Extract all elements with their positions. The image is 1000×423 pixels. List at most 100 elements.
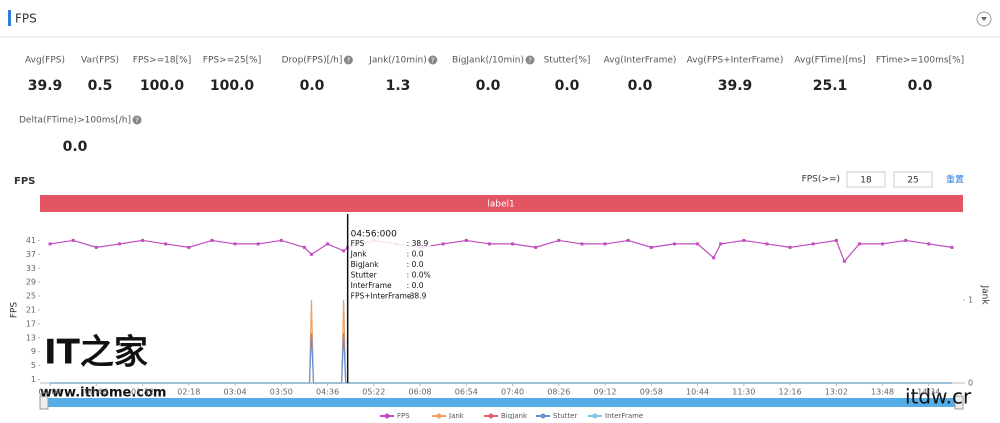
tooltip-value: : 38.9 — [407, 239, 429, 248]
y-tick-label: 21 — [26, 305, 36, 314]
metric-value: 100.0 — [140, 78, 185, 94]
fps-point — [834, 238, 838, 242]
scroll-handle[interactable] — [39, 395, 49, 410]
chart-title: FPS — [14, 176, 35, 187]
collapse-icon — [981, 17, 987, 21]
section-title: FPS — [15, 12, 37, 26]
fps-point — [302, 245, 306, 249]
legend-label: InterFrame — [605, 412, 643, 419]
fps-point — [904, 238, 908, 242]
tooltip-value: : 0.0 — [407, 260, 424, 269]
y-tick-label: 13 — [26, 333, 36, 342]
threshold-input[interactable] — [846, 171, 886, 188]
band-label: label1 — [487, 200, 515, 210]
fps-point — [48, 242, 52, 246]
help-glyph: ? — [431, 57, 435, 65]
x-tick-label: 12:16 — [779, 388, 802, 397]
watermark-tag: itdw.cr — [905, 385, 972, 409]
metric-value: 0.0 — [63, 139, 88, 155]
tooltip-key: Jank — [350, 250, 368, 259]
metric-label: FPS>=18[%] — [133, 56, 191, 66]
metric-value: 1.3 — [386, 78, 411, 94]
tooltip — [348, 226, 431, 302]
help-icon — [525, 55, 535, 65]
metric-value: 0.0 — [555, 78, 580, 94]
fps-point — [187, 245, 191, 249]
fps-point — [233, 242, 237, 246]
help-glyph: ? — [528, 57, 532, 65]
watermark-logo: IT之家 — [44, 333, 148, 373]
x-tick-label: 09:58 — [640, 388, 663, 397]
title-accent — [8, 10, 11, 26]
legend-marker — [540, 413, 546, 419]
help-icon — [343, 55, 353, 65]
fps-point — [950, 245, 954, 249]
metric-label: Var(FPS) — [81, 56, 119, 66]
x-tick-label: 03:04 — [224, 388, 247, 397]
metric-label: Avg(FPS) — [25, 56, 65, 66]
tooltip-key: InterFrame — [351, 281, 392, 290]
fps-point — [464, 238, 468, 242]
y-tick-label: 5 — [31, 361, 36, 370]
fps-point — [719, 242, 723, 246]
metric-label: FPS>=25[%] — [203, 56, 261, 66]
x-tick-label: 04:36 — [316, 388, 339, 397]
fps-point — [256, 242, 260, 246]
y-tick-label: 9 — [31, 347, 36, 356]
fps-point — [927, 242, 931, 246]
y-axis-label: FPS — [10, 302, 20, 319]
fps-point — [326, 242, 330, 246]
y2-axis-label: Jank — [980, 284, 990, 305]
legend-marker — [488, 413, 494, 419]
fps-point — [94, 245, 98, 249]
metric-value: 0.0 — [476, 78, 501, 94]
legend-label: BigJank — [501, 412, 528, 419]
y-tick-label: 1 — [31, 375, 36, 384]
metric-value: 100.0 — [210, 78, 255, 94]
metric-label: Stutter[%] — [544, 56, 591, 66]
x-tick-label: 01:32 — [131, 388, 154, 397]
fps-point — [441, 242, 445, 246]
tooltip-value: : 0.0 — [407, 250, 424, 259]
fps-point — [811, 242, 815, 246]
fps-point — [342, 249, 346, 253]
x-tick-label: 11:30 — [732, 388, 755, 397]
threshold-label: FPS(>=) — [802, 175, 840, 185]
metric-label: Avg(FPS+InterFrame) — [687, 56, 784, 66]
legend-marker — [592, 413, 598, 419]
threshold-input[interactable] — [893, 171, 933, 188]
fps-point — [603, 242, 607, 246]
fps-point — [71, 238, 75, 242]
metric-label: Drop(FPS)[/h] — [282, 56, 343, 66]
fps-point — [765, 242, 769, 246]
y-tick-label: 25 — [26, 292, 36, 301]
fps-point — [742, 238, 746, 242]
tooltip-time: 04:56:000 — [351, 230, 397, 240]
legend-label: Stutter — [553, 412, 577, 419]
tooltip-key: Stutter — [351, 271, 378, 280]
reset-link[interactable]: 重置 — [946, 174, 964, 186]
y-tick-label: 33 — [26, 264, 36, 273]
metric-label: Jank(/10min) — [368, 56, 427, 66]
scroll-handle[interactable] — [954, 395, 964, 410]
tooltip-value: 38.9 — [410, 292, 427, 301]
fps-point — [842, 259, 846, 263]
fps-point — [210, 238, 214, 242]
legend-marker — [436, 413, 442, 419]
fps-point — [511, 242, 515, 246]
fps-point — [557, 238, 561, 242]
watermark-site: www.ithome.com — [40, 386, 166, 401]
fps-point — [649, 245, 653, 249]
fps-point — [141, 238, 145, 242]
x-tick-label: 10:44 — [686, 388, 709, 397]
series-line — [49, 239, 953, 263]
help-glyph: ? — [347, 57, 351, 65]
scrollbar[interactable] — [40, 398, 963, 407]
metric-label: FTime>=100ms[%] — [876, 56, 964, 66]
metric-label: Avg(FTime)[ms] — [794, 56, 865, 66]
y-tick-label: 29 — [26, 278, 36, 287]
help-glyph: ? — [135, 117, 139, 125]
x-tick-label: 07:40 — [501, 388, 524, 397]
fps-point — [309, 252, 313, 256]
